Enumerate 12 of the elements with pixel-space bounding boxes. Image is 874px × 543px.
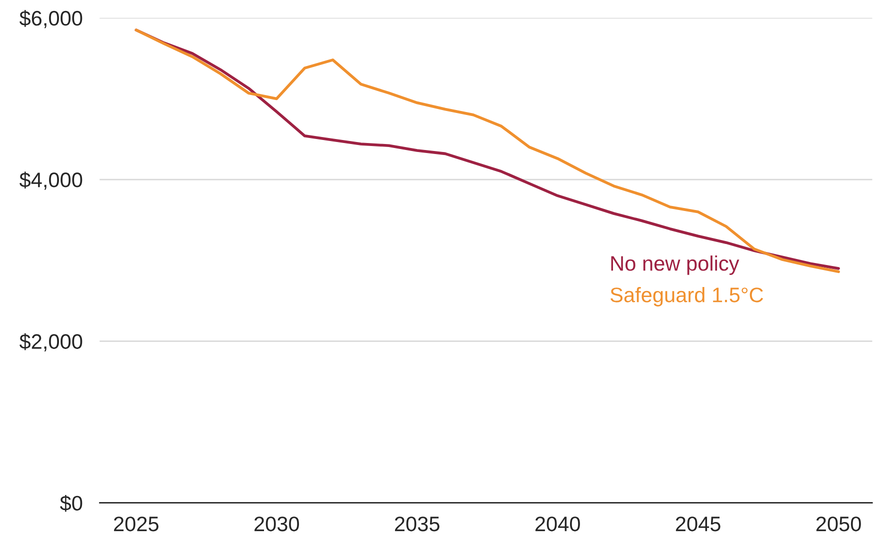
y-tick-label: $4,000 <box>19 172 82 190</box>
x-tick-label: 2025 <box>114 516 158 532</box>
y-tick-label: $6,000 <box>19 10 82 28</box>
series-label: No new policy <box>611 256 740 275</box>
x-tick-label: 2050 <box>816 516 861 532</box>
series-label: Safeguard 1.5°C <box>610 287 764 306</box>
y-tick-label: $0 <box>60 494 82 512</box>
x-tick-label: 2045 <box>676 516 720 532</box>
y-tick-label: $2,000 <box>19 333 82 352</box>
x-tick-label: 2035 <box>394 516 440 532</box>
x-tick-label: 2040 <box>535 516 580 532</box>
x-tick-label: 2030 <box>254 516 299 532</box>
